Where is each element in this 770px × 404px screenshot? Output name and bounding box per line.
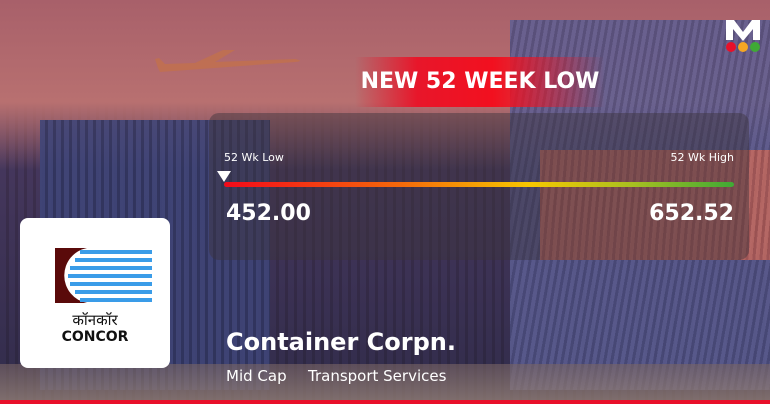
background-containers [540, 150, 770, 260]
high-value: 652.52 [649, 201, 734, 226]
brand-logo [726, 20, 760, 52]
background-ground [0, 364, 770, 404]
bottom-accent-line [0, 400, 770, 404]
svg-text:कॉनकॉर: कॉनकॉर [72, 311, 118, 329]
company-name: Container Corpn. [226, 328, 456, 356]
svg-text:CONCOR: CONCOR [62, 329, 129, 345]
badge-text: NEW 52 WEEK LOW [360, 69, 600, 94]
sector-tag: Transport Services [308, 367, 447, 385]
current-price-marker [217, 171, 231, 182]
market-cap-tag: Mid Cap [226, 367, 287, 385]
new-52-week-low-badge: NEW 52 WEEK LOW [355, 57, 605, 107]
range-bar [224, 182, 734, 187]
airplane-icon [155, 50, 300, 72]
low-value: 452.00 [226, 201, 311, 226]
concor-logo-icon: कॉनकॉर CONCOR [55, 248, 152, 345]
low-label: 52 Wk Low [224, 151, 284, 164]
high-label: 52 Wk High [670, 151, 734, 164]
company-logo: कॉनकॉर CONCOR [20, 218, 170, 368]
